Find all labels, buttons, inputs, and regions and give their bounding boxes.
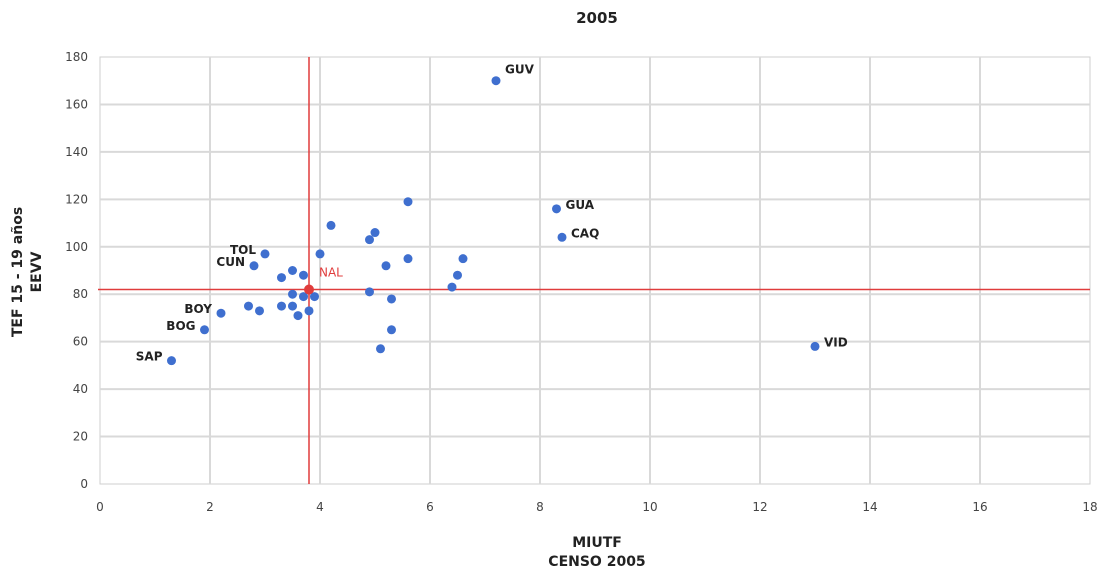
y-tick-label: 20 (73, 430, 88, 444)
data-point (260, 249, 270, 259)
point-label: BOY (184, 302, 212, 316)
data-point (403, 254, 413, 264)
reference-lines (98, 57, 1090, 484)
data-point (277, 273, 286, 283)
grid (99, 56, 1091, 485)
data-point (277, 301, 286, 311)
data-point (293, 311, 303, 321)
data-point (288, 289, 297, 299)
x-tick-label: 4 (316, 500, 324, 514)
y-tick-label: 60 (73, 335, 88, 349)
x-axis-label-line-1: MIUTF (572, 535, 622, 551)
x-tick-label: 2 (206, 500, 214, 514)
point-label: GUA (566, 198, 595, 212)
x-tick-label: 8 (536, 500, 544, 514)
data-point (447, 282, 457, 292)
x-tick-label: 18 (1082, 500, 1097, 514)
y-tick-label: 160 (65, 97, 88, 111)
data-point (491, 76, 501, 86)
data-point (310, 292, 319, 302)
data-point (255, 306, 264, 316)
data-points (167, 76, 820, 366)
x-tick-label: 12 (752, 500, 767, 514)
data-point (288, 301, 297, 311)
y-tick-label: 40 (73, 382, 88, 396)
data-point (200, 325, 209, 335)
x-tick-label: 10 (642, 500, 657, 514)
y-axis-label-line-2: EEVV (29, 251, 45, 292)
data-point (304, 306, 314, 316)
data-point (365, 235, 374, 245)
data-point (299, 270, 308, 280)
data-point (365, 287, 374, 297)
x-tick-label: 0 (96, 500, 104, 514)
point-label: VID (824, 335, 848, 349)
data-point (810, 341, 820, 351)
point-label: TOL (230, 243, 256, 257)
data-point (370, 228, 380, 238)
data-point (249, 261, 259, 271)
data-point (326, 220, 336, 230)
data-point (557, 232, 567, 242)
data-point (244, 301, 253, 311)
chart-title: 2005 (576, 9, 618, 27)
x-axis-label-line-2: CENSO 2005 (548, 554, 645, 570)
y-tick-label: 140 (65, 145, 88, 159)
x-tick-label: 6 (426, 500, 434, 514)
point-label: BOG (166, 319, 195, 333)
x-tick-label: 14 (862, 500, 877, 514)
data-point (167, 356, 176, 366)
data-point (387, 294, 396, 304)
y-tick-label: 120 (65, 192, 88, 206)
point-label: CUN (216, 255, 245, 269)
data-point (288, 266, 297, 275)
data-point (315, 249, 325, 259)
y-tick-label: 100 (65, 240, 88, 254)
y-tick-label: 0 (80, 477, 88, 491)
plot-frame (99, 56, 1091, 485)
data-point (458, 254, 468, 264)
data-point (453, 270, 462, 280)
point-label: CAQ (571, 226, 599, 240)
data-point (381, 261, 391, 271)
y-tick-label: 180 (65, 50, 88, 64)
x-tick-label: 16 (972, 500, 987, 514)
point-label: GUV (505, 63, 535, 77)
data-point (387, 325, 396, 335)
data-point (376, 344, 385, 354)
data-point (552, 204, 561, 214)
point-label: SAP (136, 350, 163, 364)
y-tick-label: 80 (73, 287, 88, 301)
data-point (299, 292, 308, 302)
reference-label: NAL (319, 265, 343, 279)
data-point (216, 308, 226, 318)
reference-point (304, 284, 314, 295)
data-point (403, 197, 413, 207)
y-axis-label-line-1: TEF 15 - 19 años (10, 207, 26, 337)
